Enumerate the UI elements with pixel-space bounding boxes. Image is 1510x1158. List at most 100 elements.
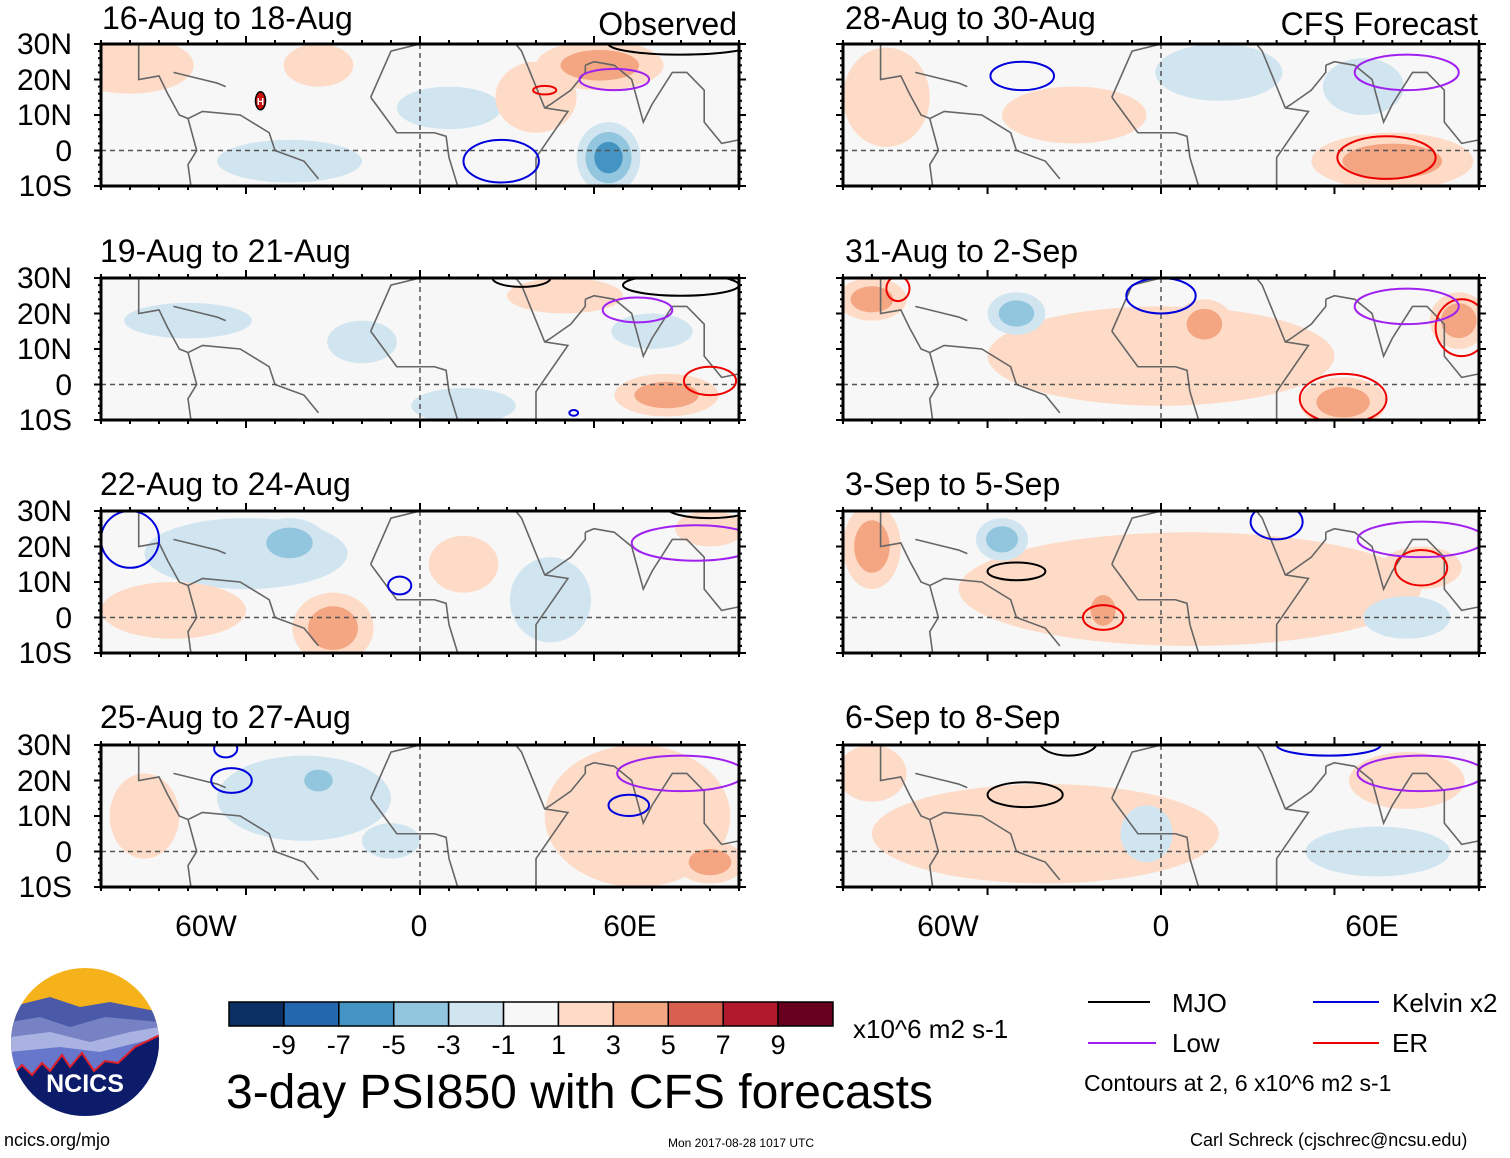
coastline — [173, 305, 227, 322]
y-tick-label: 20N — [16, 63, 72, 97]
contour-low — [578, 67, 651, 92]
positive-anomaly — [850, 286, 894, 313]
negative-anomaly — [1155, 44, 1283, 101]
coastline — [187, 344, 320, 414]
coastline — [929, 811, 1061, 881]
positive-anomaly — [843, 745, 907, 802]
y-tick-label: 30N — [16, 262, 72, 295]
contour-kelvin-x2 — [989, 60, 1056, 92]
contour-mjo — [1039, 745, 1098, 757]
coastline — [173, 538, 227, 555]
contour-mjo — [607, 44, 739, 56]
coastline — [370, 330, 459, 420]
coastline — [928, 118, 940, 186]
coastline — [544, 299, 587, 343]
coastline — [187, 819, 198, 887]
colorbar-tick-label: -5 — [381, 1030, 406, 1060]
coastline — [584, 60, 739, 145]
negative-anomaly — [217, 139, 362, 183]
coastline — [879, 745, 931, 821]
colorbar-tick-label: -3 — [436, 1030, 461, 1060]
colorbar-bin — [667, 1001, 724, 1027]
coastline — [1325, 761, 1479, 846]
colorbar-bin — [722, 1001, 779, 1027]
coastline — [1325, 60, 1479, 145]
coastline — [915, 538, 968, 555]
positive-anomaly — [1380, 546, 1462, 590]
positive-anomaly — [1186, 308, 1223, 340]
positive-anomaly — [1316, 386, 1370, 418]
positive-anomaly — [101, 582, 246, 639]
negative-anomaly — [985, 526, 1019, 553]
positive-anomaly — [675, 511, 739, 547]
map-panel-6sep-8sep — [836, 737, 1486, 895]
contour-mjo — [986, 561, 1047, 582]
coastline — [187, 577, 320, 647]
positive-anomaly — [1348, 752, 1465, 809]
site-url-link[interactable]: ncics.org/mjo — [4, 1130, 111, 1150]
author-credit: Carl Schreck (cjschrec@ncsu.edu) — [1190, 1130, 1468, 1150]
colorbar-bin — [557, 1001, 615, 1027]
legend-label-er: ER — [1392, 1028, 1429, 1058]
coastline — [879, 44, 931, 120]
negative-anomaly — [998, 300, 1035, 327]
x-tick-label-60e-right: 60E — [1345, 910, 1399, 943]
x-tick-label-60e-left: 60E — [603, 910, 657, 943]
y-tick-label: 20N — [16, 297, 72, 331]
coastline — [1284, 65, 1327, 109]
coastline — [187, 118, 198, 186]
coastline — [1284, 532, 1327, 576]
legend-line-mjo — [1088, 1001, 1150, 1003]
coastline — [1111, 797, 1200, 887]
colorbar-tick-label: -7 — [326, 1030, 351, 1060]
x-tick-label-0-right: 0 — [1152, 910, 1170, 943]
positive-anomaly — [871, 784, 1219, 884]
ncics-logo[interactable]: NCICS — [10, 967, 160, 1117]
panel-title-8: 6-Sep to 8-Sep — [845, 699, 1061, 735]
timestamp: Mon 2017-08-28 1017 UTC — [668, 1136, 815, 1150]
colorbar-tick-label: 1 — [550, 1030, 566, 1060]
y-tick-label: 10N — [16, 99, 72, 132]
colorbar-bin — [612, 1001, 670, 1027]
y-tick-label: 10S — [18, 170, 72, 203]
coastline — [370, 96, 459, 186]
y-tick-label: 10N — [16, 800, 72, 833]
panel-title-6: 31-Aug to 2-Sep — [845, 233, 1079, 269]
y-tick-label: 0 — [55, 134, 72, 168]
contour-low — [1353, 53, 1460, 92]
colorbar-bin — [392, 1001, 450, 1027]
colorbar-tick-label: 3 — [605, 1030, 621, 1060]
contour-kelvin-x2 — [1125, 278, 1197, 315]
contour-er — [1434, 298, 1479, 358]
x-tick-label-0-left: 0 — [410, 910, 428, 943]
colorbar-bin — [283, 1001, 340, 1027]
coastline — [1111, 745, 1310, 887]
positive-anomaly — [1090, 595, 1116, 626]
map-panel-3sep-5sep — [836, 503, 1486, 661]
contour-mjo — [491, 278, 552, 288]
colorbar-tick-label: -1 — [491, 1030, 516, 1060]
map-panel-25aug-27aug — [94, 737, 746, 895]
coastline — [1111, 278, 1310, 420]
coastline — [915, 305, 968, 322]
legend-label-kelvin: Kelvin x2 — [1392, 988, 1498, 1018]
legend-line-kelvin — [1313, 1001, 1379, 1003]
contour-kelvin-x2 — [1275, 745, 1382, 757]
y-tick-label: 30N — [16, 28, 72, 61]
positive-anomaly — [1059, 798, 1089, 834]
contour-mjo — [667, 511, 739, 520]
coastline — [1111, 511, 1310, 653]
coastline — [928, 352, 940, 420]
y-tick-label: 10S — [18, 871, 72, 904]
coastline — [137, 745, 189, 821]
positive-anomaly — [101, 44, 194, 94]
contour-mjo — [986, 781, 1064, 809]
coastline — [137, 511, 189, 587]
svg-text:H: H — [257, 97, 264, 108]
colorbar — [228, 1001, 834, 1027]
y-tick-label: 10N — [16, 333, 72, 366]
colorbar-tick-label: 5 — [660, 1030, 676, 1060]
coastline — [1284, 766, 1327, 810]
negative-anomaly — [362, 823, 420, 859]
y-tick-label: 10S — [18, 637, 72, 670]
